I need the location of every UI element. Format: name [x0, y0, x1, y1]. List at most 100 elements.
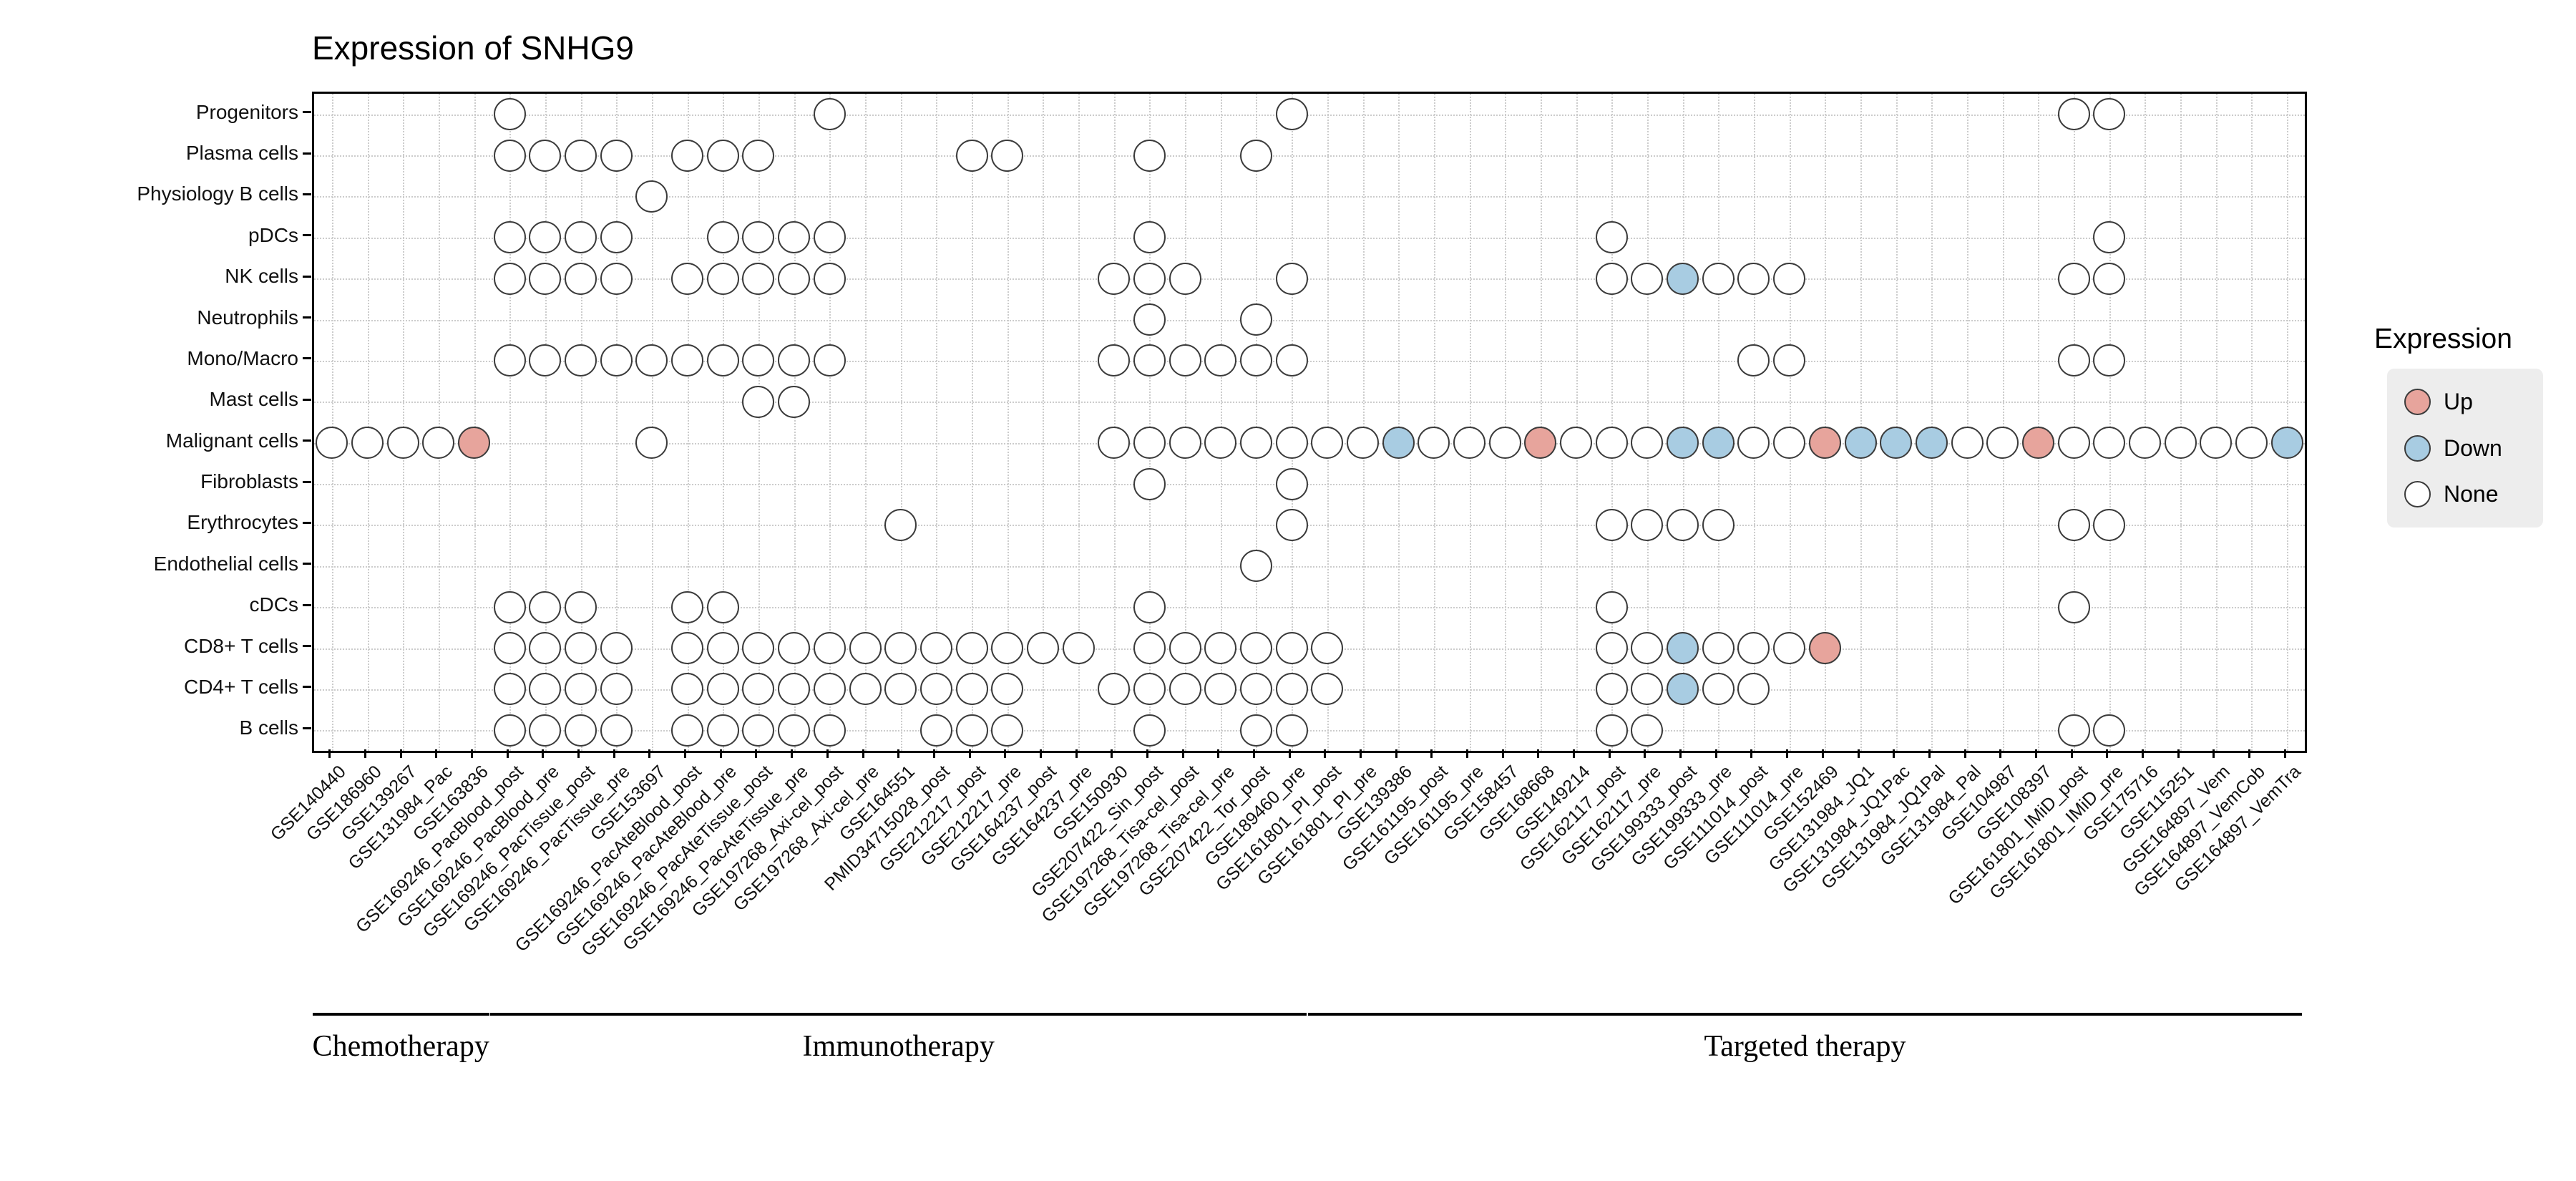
expression-dot	[2093, 508, 2126, 541]
legend-item-up: Up	[2404, 388, 2543, 415]
x-axis-tick	[968, 749, 971, 758]
expression-dot	[493, 714, 526, 747]
y-axis-label: Malignant cells	[165, 429, 298, 452]
grid-line-horizontal	[314, 278, 2305, 281]
expression-dot	[1133, 673, 1166, 706]
expression-dot	[742, 139, 775, 172]
expression-dot	[1737, 427, 1770, 460]
expression-dot	[706, 590, 739, 623]
expression-dot	[778, 673, 811, 706]
expression-dot	[1347, 427, 1380, 460]
expression-dot	[529, 673, 562, 706]
expression-dot	[2093, 344, 2126, 377]
expression-dot	[529, 139, 562, 172]
y-axis-tick	[303, 563, 311, 565]
expression-dot	[955, 714, 988, 747]
grid-line-vertical	[1860, 94, 1863, 751]
expression-dot	[2093, 714, 2126, 747]
expression-dot	[1204, 427, 1237, 460]
expression-dot	[1133, 221, 1166, 254]
grid-line-vertical	[1576, 94, 1578, 751]
expression-dot	[706, 262, 739, 295]
expression-dot	[600, 139, 633, 172]
expression-dot	[1062, 632, 1095, 665]
expression-dot	[2057, 427, 2090, 460]
expression-dot	[1133, 303, 1166, 336]
grid-line-horizontal	[314, 319, 2305, 321]
grid-line-horizontal	[314, 155, 2305, 157]
expression-dot	[1098, 673, 1131, 706]
expression-dot	[2200, 427, 2233, 460]
x-axis-tick	[1395, 749, 1397, 758]
expression-dot	[778, 262, 811, 295]
expression-dot	[1773, 427, 1806, 460]
expression-dot	[565, 714, 597, 747]
expression-dot	[955, 139, 988, 172]
group-label: Targeted therapy	[1704, 1030, 1906, 1063]
expression-dot	[1133, 467, 1166, 500]
expression-dot	[1702, 632, 1735, 665]
expression-dot	[1239, 632, 1272, 665]
expression-dot	[635, 344, 668, 377]
x-axis-tick	[862, 749, 864, 758]
x-axis-tick	[932, 749, 935, 758]
expression-dot	[1026, 632, 1059, 665]
y-axis-tick	[303, 152, 311, 155]
expression-dot	[600, 673, 633, 706]
grid-line-horizontal	[314, 237, 2305, 239]
expression-dot	[1311, 427, 1344, 460]
x-axis-tick	[2141, 749, 2144, 758]
grid-line-vertical	[2038, 94, 2040, 751]
grid-line-vertical	[580, 94, 582, 751]
expression-dot	[1702, 508, 1735, 541]
y-axis-tick	[303, 234, 311, 237]
expression-dot	[2057, 98, 2090, 131]
grid-line-vertical	[2287, 94, 2289, 751]
expression-dot	[529, 590, 562, 623]
expression-dot	[565, 139, 597, 172]
x-axis-tick	[2283, 749, 2286, 758]
expression-dot	[2128, 427, 2161, 460]
y-axis-label: Endothelial cells	[153, 552, 298, 575]
grid-line-vertical	[2074, 94, 2076, 751]
expression-dot	[1667, 508, 1699, 541]
expression-dot	[778, 632, 811, 665]
expression-dot	[778, 344, 811, 377]
x-axis-tick	[684, 749, 687, 758]
x-axis-tick	[328, 749, 331, 758]
x-axis-tick	[364, 749, 367, 758]
grid-line-horizontal	[314, 442, 2305, 444]
expression-dot	[813, 221, 846, 254]
expression-dot	[1275, 427, 1308, 460]
x-axis-tick	[613, 749, 615, 758]
expression-dot	[849, 673, 882, 706]
grid-line-vertical	[687, 94, 689, 751]
expression-dot	[2164, 427, 2197, 460]
grid-line-vertical	[1292, 94, 1294, 751]
expression-dot	[1808, 632, 1841, 665]
expression-dot	[884, 632, 917, 665]
expression-dot	[1773, 262, 1806, 295]
expression-dot	[778, 385, 811, 418]
x-axis-tick	[897, 749, 900, 758]
grid-line-vertical	[474, 94, 476, 751]
grid-line-vertical	[1007, 94, 1009, 751]
x-axis-tick	[2177, 749, 2180, 758]
expression-dot	[1986, 427, 2019, 460]
expression-dot	[1275, 467, 1308, 500]
grid-line-vertical	[1362, 94, 1365, 751]
x-axis-tick	[2212, 749, 2215, 758]
x-axis-tick	[506, 749, 509, 758]
expression-dot	[565, 590, 597, 623]
grid-line-horizontal	[314, 689, 2305, 691]
grid-line-vertical	[794, 94, 796, 751]
expression-dot	[1133, 427, 1166, 460]
expression-dot	[1098, 262, 1131, 295]
grid-line-vertical	[1149, 94, 1151, 751]
expression-dot	[1631, 632, 1664, 665]
expression-dot	[671, 139, 704, 172]
expression-dot	[1631, 427, 1664, 460]
x-axis-tick	[1360, 749, 1362, 758]
expression-dot	[458, 427, 491, 460]
x-axis-tick	[2070, 749, 2073, 758]
